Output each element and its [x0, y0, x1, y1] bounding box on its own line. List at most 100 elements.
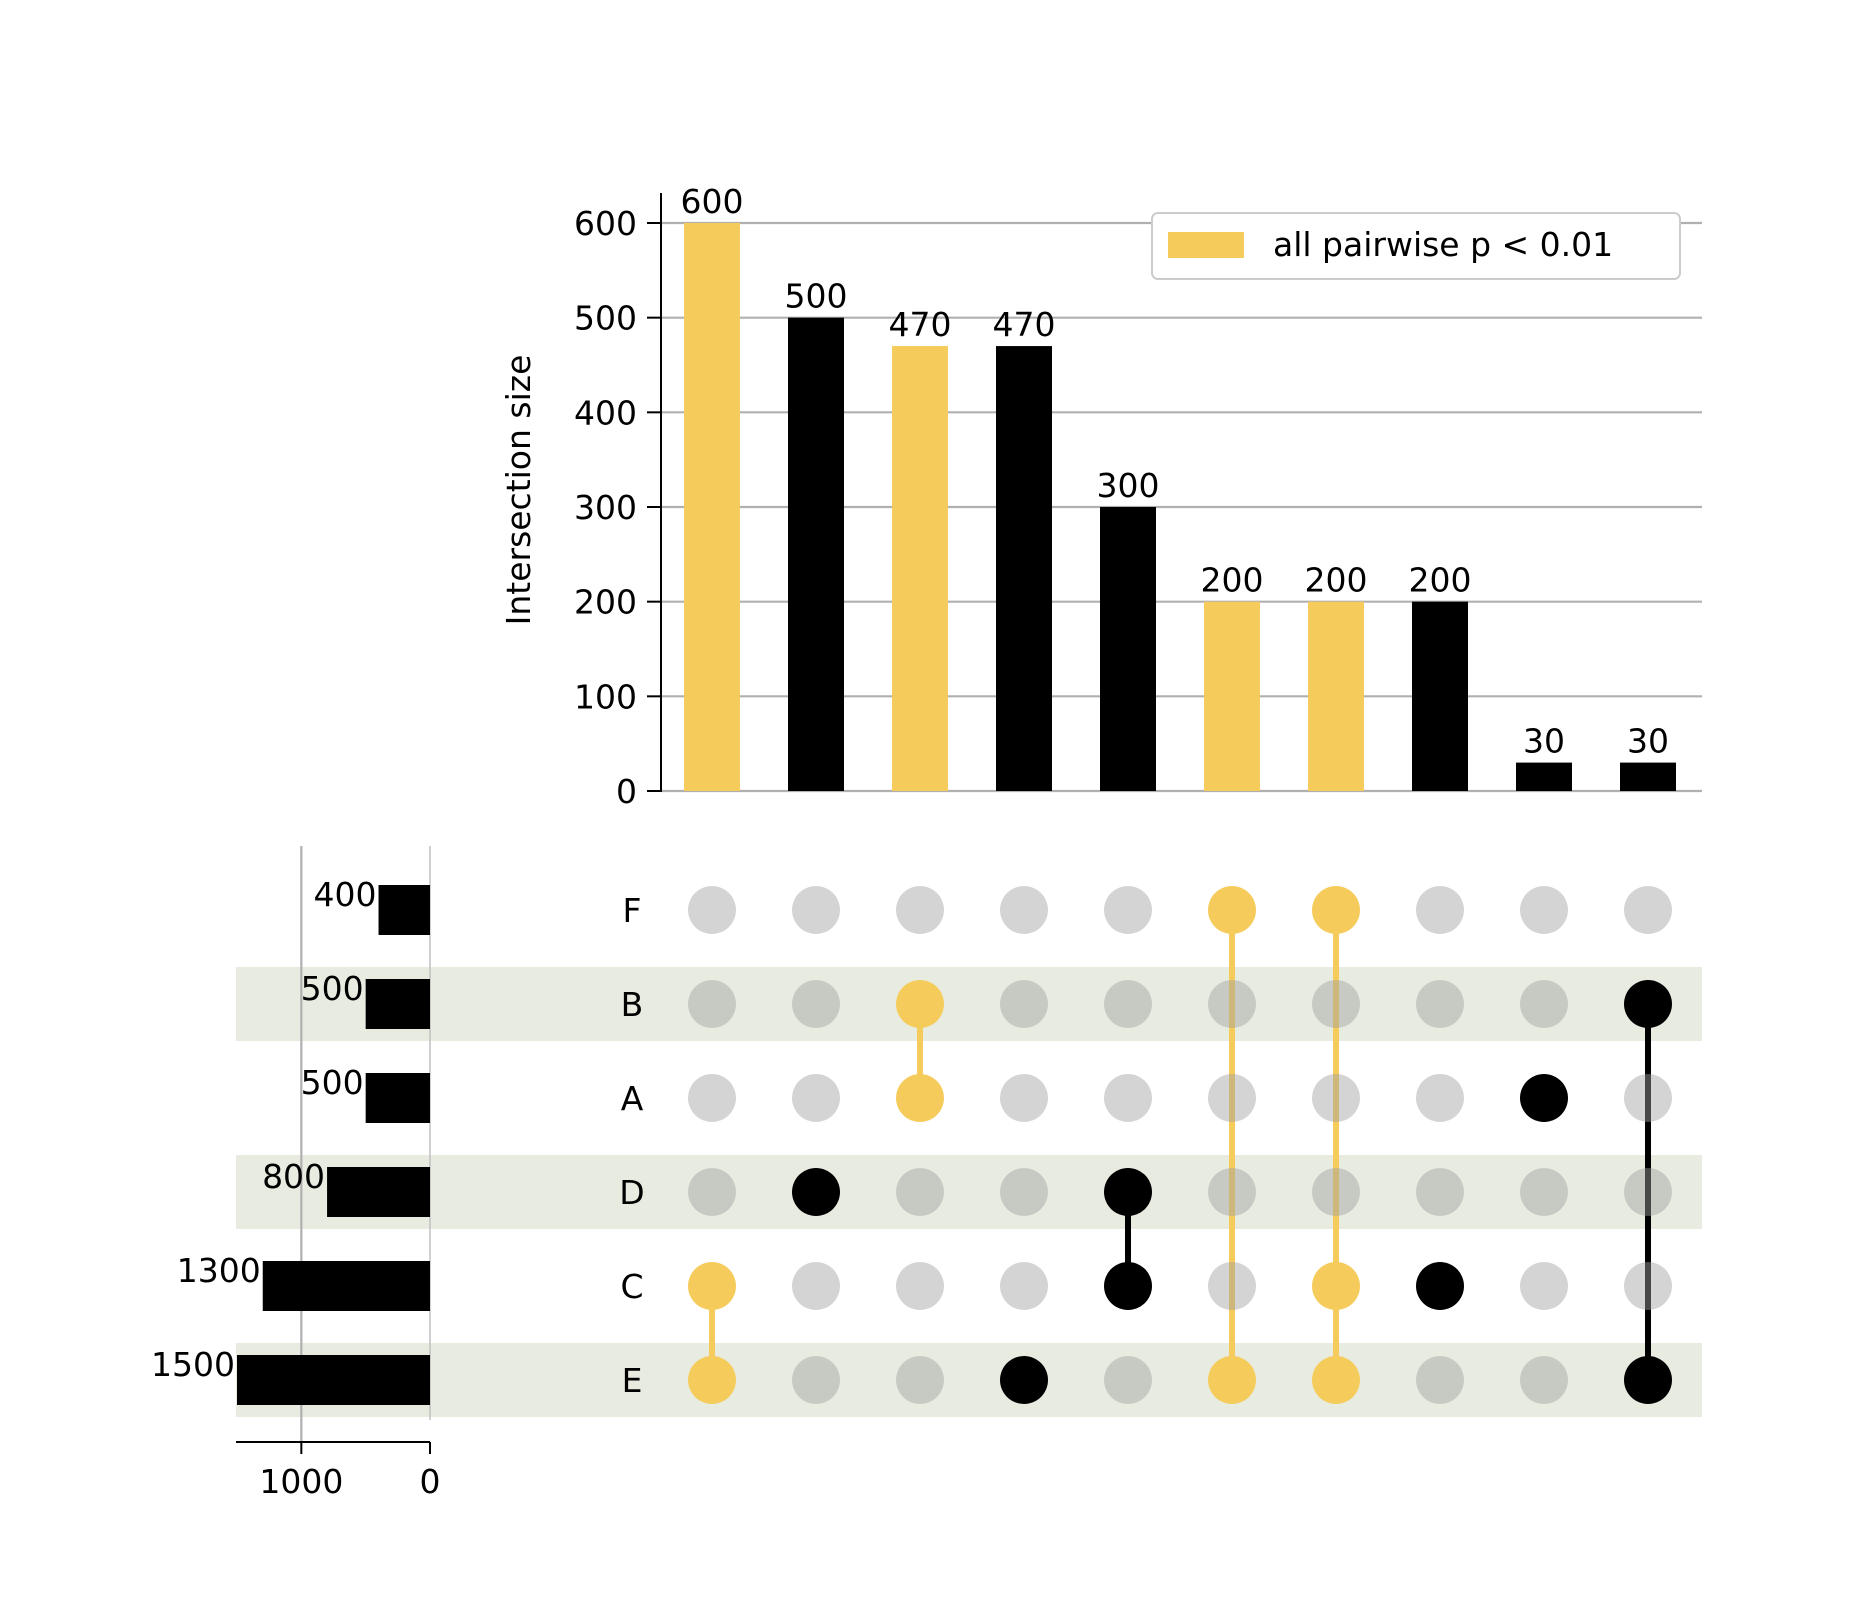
y-tick-label: 400: [574, 393, 637, 432]
bar-value-label: 30: [1627, 722, 1669, 761]
y-tick-label: 100: [574, 677, 637, 716]
empty-dot: [1000, 886, 1048, 934]
empty-dot: [1000, 1168, 1048, 1216]
set-name-label: B: [621, 985, 644, 1024]
intersection-bar: [1516, 762, 1572, 791]
member-dot: [1312, 1356, 1360, 1404]
intersection-bar: [996, 346, 1052, 791]
legend: all pairwise p < 0.01: [1151, 212, 1681, 280]
empty-dot: [1104, 1356, 1152, 1404]
empty-dot: [1520, 1168, 1568, 1216]
empty-dot: [792, 1356, 840, 1404]
empty-dot: [1312, 1074, 1360, 1122]
empty-dot: [896, 1262, 944, 1310]
member-dot: [1208, 1356, 1256, 1404]
empty-dot: [1416, 886, 1464, 934]
legend-frame: [1151, 212, 1681, 280]
bar-value-label: 470: [889, 305, 952, 344]
member-dot: [896, 980, 944, 1028]
set-size-panel: 400 500 500 800 1300 1500 1000 0: [151, 846, 441, 1501]
set-size-bar: [327, 1167, 430, 1217]
y-tick-label: 600: [574, 204, 637, 243]
y-axis-label: Intersection size: [499, 355, 538, 626]
y-tick-label: 300: [574, 488, 637, 527]
set-size-tick-label: 0: [420, 1462, 441, 1501]
set-size-bar: [378, 885, 430, 935]
bar-value-label: 30: [1523, 722, 1565, 761]
set-size-label: 400: [314, 875, 377, 914]
y-tick-label: 200: [574, 583, 637, 622]
intersection-bar: [1204, 601, 1260, 791]
empty-dot: [688, 1168, 736, 1216]
set-size-bar: [237, 1355, 430, 1405]
empty-dot: [792, 1262, 840, 1310]
member-dot: [1312, 1262, 1360, 1310]
bar-value-label: 500: [785, 277, 848, 316]
set-size-label: 500: [301, 969, 364, 1008]
empty-dot: [688, 886, 736, 934]
empty-dot: [896, 1168, 944, 1216]
legend-swatch: [1168, 232, 1244, 258]
empty-dot: [1416, 980, 1464, 1028]
intersection-bar: [788, 317, 844, 791]
member-dot: [1208, 886, 1256, 934]
bar-value-label: 200: [1409, 561, 1472, 600]
empty-dot: [1416, 1168, 1464, 1216]
member-dot: [1000, 1356, 1048, 1404]
empty-dot: [1416, 1356, 1464, 1404]
set-size-bar: [262, 1261, 430, 1311]
intersection-bar: [684, 223, 740, 791]
bar-value-label: 200: [1201, 561, 1264, 600]
empty-dot: [1520, 1262, 1568, 1310]
legend-label: all pairwise p < 0.01: [1273, 225, 1613, 264]
empty-dot: [1000, 1262, 1048, 1310]
intersection-bar: [1620, 762, 1676, 791]
member-dot: [896, 1074, 944, 1122]
empty-dot: [1208, 1262, 1256, 1310]
empty-dot: [1624, 1074, 1672, 1122]
member-dot: [1104, 1262, 1152, 1310]
empty-dot: [1624, 886, 1672, 934]
empty-dot: [1520, 886, 1568, 934]
member-dot: [792, 1168, 840, 1216]
set-name-label: D: [619, 1173, 644, 1212]
set-size-tick-label: 1000: [259, 1462, 343, 1501]
empty-dot: [1208, 1168, 1256, 1216]
intersection-bar: [1308, 601, 1364, 791]
empty-dot: [1520, 1356, 1568, 1404]
empty-dot: [1104, 1074, 1152, 1122]
empty-dot: [688, 1074, 736, 1122]
empty-dot: [1000, 1074, 1048, 1122]
bar-value-label: 300: [1097, 466, 1160, 505]
set-size-bar: [365, 1073, 430, 1123]
set-name-label: F: [623, 891, 642, 930]
bar-value-label: 200: [1305, 561, 1368, 600]
empty-dot: [1000, 980, 1048, 1028]
empty-dot: [688, 980, 736, 1028]
bar-value-label: 600: [681, 182, 744, 221]
set-size-label: 1300: [177, 1251, 261, 1290]
empty-dot: [792, 1074, 840, 1122]
set-name-label: A: [621, 1079, 644, 1118]
membership-matrix-panel: F B A D C E: [236, 886, 1702, 1417]
bar-value-label: 470: [993, 305, 1056, 344]
set-name-label: E: [622, 1361, 643, 1400]
matrix-row-shade: [236, 1343, 1702, 1417]
member-dot: [1520, 1074, 1568, 1122]
member-dot: [688, 1262, 736, 1310]
set-size-label: 500: [301, 1063, 364, 1102]
empty-dot: [1104, 980, 1152, 1028]
set-name-label: C: [620, 1267, 643, 1306]
empty-dot: [1208, 1074, 1256, 1122]
set-size-label: 1500: [151, 1345, 235, 1384]
member-dot: [1104, 1168, 1152, 1216]
intersection-bar: [1100, 507, 1156, 791]
member-dot: [1624, 1356, 1672, 1404]
empty-dot: [1312, 980, 1360, 1028]
empty-dot: [1208, 980, 1256, 1028]
empty-dot: [1416, 1074, 1464, 1122]
member-dot: [1416, 1262, 1464, 1310]
empty-dot: [896, 886, 944, 934]
empty-dot: [792, 886, 840, 934]
